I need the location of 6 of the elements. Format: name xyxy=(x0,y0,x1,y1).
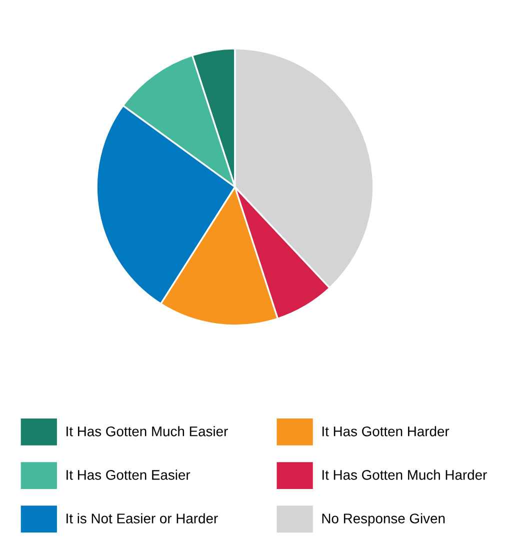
legend-label: It Has Gotten Easier xyxy=(66,470,190,480)
legend-label: It is Not Easier or Harder xyxy=(66,513,218,524)
legend-label: It Has Gotten Much Easier xyxy=(66,426,228,436)
legend-label: No Response Given xyxy=(322,513,445,526)
legend-label: It Has Gotten Much Harder xyxy=(322,470,487,480)
legend-label: It Has Gotten Harder xyxy=(322,426,450,436)
